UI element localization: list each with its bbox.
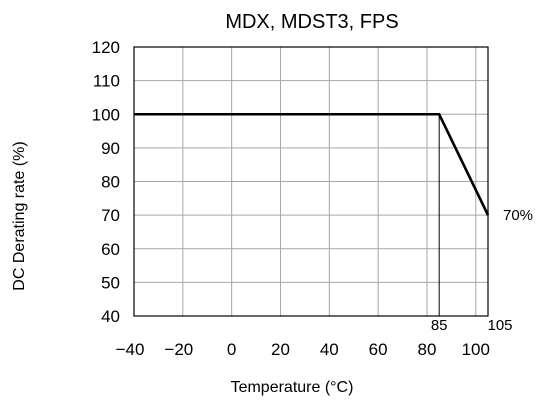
annotation-label: 70% [503, 207, 533, 224]
x-tick-label: −20 [164, 340, 193, 359]
y-tick-label: 70 [101, 206, 120, 225]
y-tick-label: 80 [101, 173, 120, 192]
series-group [134, 112, 490, 216]
y-tick-label: 60 [101, 240, 120, 259]
y-tick-label: 110 [93, 72, 120, 91]
annotation-label: 85 [431, 317, 448, 334]
derating-curve [134, 112, 490, 216]
x-tick-label: 20 [271, 340, 290, 359]
y-tick-label: 120 [92, 38, 120, 57]
x-tick-label: 60 [369, 340, 388, 359]
chart-title: MDX, MDST3, FPS [225, 11, 398, 33]
y-tick-label: 40 [101, 307, 120, 326]
y-tick-label: 100 [92, 105, 120, 124]
grid [134, 47, 488, 316]
annotation-label: 105 [487, 317, 512, 334]
y-tick-labels: 40 50 60 70 80 90 100 110 120 [92, 38, 120, 326]
x-tick-label: 80 [418, 340, 437, 359]
y-tick-label: 50 [101, 273, 120, 292]
x-tick-label: 0 [227, 340, 236, 359]
x-tick-label: 100 [462, 340, 490, 359]
x-axis-label: Temperature (°C) [231, 379, 354, 396]
x-tick-label: 40 [320, 340, 339, 359]
annotations: 85 105 70% [431, 207, 533, 334]
y-axis-label: DC Derating rate (%) [11, 141, 28, 290]
y-tick-label: 90 [101, 139, 120, 158]
plot-area [133, 46, 489, 317]
x-tick-labels: −40 −20 0 20 40 60 80 100 [116, 340, 490, 359]
x-tick-label: −40 [116, 340, 145, 359]
